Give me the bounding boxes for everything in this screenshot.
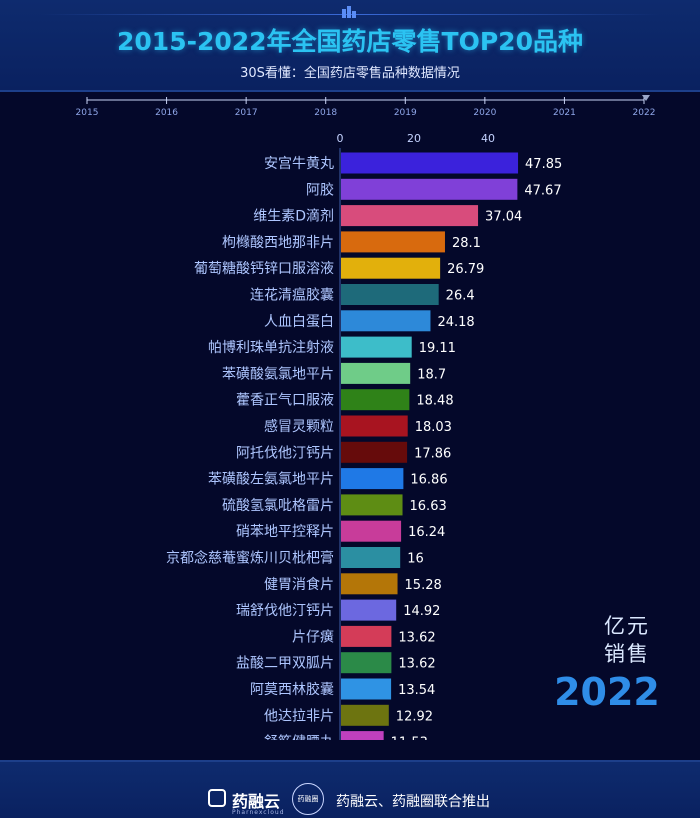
category-label: 枸橼酸西地那非片 (222, 235, 334, 251)
bar (341, 652, 392, 674)
bar (341, 468, 404, 490)
bar-chart: 0 20 40 安宫牛黄丸 47.85 阿胶 47.67 维生素D滴剂 37.04 枸橼酸西地那非… (166, 132, 562, 740)
bar (341, 389, 410, 411)
bar (341, 178, 518, 200)
value-label: 18.48 (416, 394, 453, 409)
value-label: 47.67 (524, 183, 561, 198)
category-label: 阿托伐他汀钙片 (236, 445, 334, 461)
bar (341, 231, 445, 253)
logo1-en: Pharnexcloud (232, 809, 285, 816)
bar (341, 152, 519, 174)
timeline-year-label[interactable]: 2020 (473, 108, 496, 118)
value-label: 18.7 (417, 367, 446, 382)
bar (341, 625, 392, 647)
category-label: 葡萄糖酸钙锌口服溶液 (194, 261, 334, 277)
value-label: 11.53 (391, 736, 428, 740)
value-label: 16.24 (408, 525, 445, 540)
category-label: 瑞舒伐他汀钙片 (236, 603, 334, 619)
bar (341, 599, 397, 621)
timeline-year-label[interactable]: 2016 (155, 108, 178, 118)
timeline-year-label[interactable]: 2017 (235, 108, 258, 118)
yaorongquan-logo: 药融圈 (292, 783, 324, 815)
value-label: 16.86 (410, 473, 447, 488)
category-label: 舒筋健腰丸 (264, 734, 334, 740)
category-label: 连花清瘟胶囊 (250, 287, 334, 304)
bar (341, 310, 431, 332)
page-title: 2015-2022年全国药店零售TOP20品种 (117, 27, 583, 56)
logo2-text: 药融圈 (297, 795, 319, 803)
page-subtitle: 30S看懂：全国药店零售品种数据情况 (240, 66, 460, 81)
category-label: 盐酸二甲双胍片 (236, 656, 334, 672)
value-label: 18.03 (415, 420, 452, 435)
unit-label: 亿元 销售 (582, 612, 672, 668)
category-label: 片仔癀 (292, 628, 334, 645)
unit-label-line2: 销售 (604, 642, 650, 666)
value-label: 12.92 (396, 709, 433, 724)
bar (341, 494, 403, 516)
value-label: 47.85 (525, 157, 562, 172)
bar (341, 547, 401, 568)
category-label: 苯磺酸左氨氯地平片 (208, 471, 334, 488)
category-label: 京都念慈菴蜜炼川贝枇杷膏 (166, 550, 334, 567)
category-label: 苯磺酸氨氯地平片 (222, 365, 334, 382)
category-label: 阿胶 (306, 181, 334, 198)
timeline-year-label[interactable]: 2022 (633, 108, 656, 118)
footer-credit: 药融云、药融圈联合推出 (336, 794, 490, 810)
timeline-year-label[interactable]: 2021 (553, 108, 576, 118)
value-label: 13.62 (398, 657, 435, 672)
value-label: 28.1 (452, 236, 481, 251)
value-label: 14.92 (403, 604, 440, 619)
bar (341, 284, 439, 305)
value-label: 37.04 (485, 210, 522, 225)
bar (341, 731, 384, 740)
x-tick-label: 0 (337, 132, 344, 145)
pharnexcloud-logo-icon (208, 789, 226, 807)
value-label: 26.79 (447, 262, 484, 277)
unit-label-line1: 亿元 (604, 614, 650, 638)
category-label: 人血白蛋白 (264, 314, 334, 330)
value-label: 16 (407, 552, 424, 567)
bar (341, 362, 411, 384)
category-label: 阿莫西林胶囊 (250, 681, 334, 698)
category-label: 安宫牛黄丸 (264, 155, 334, 172)
timeline-handle[interactable] (642, 95, 650, 101)
bar (341, 704, 389, 726)
value-label: 19.11 (419, 341, 456, 356)
timeline-year-label[interactable]: 2015 (76, 108, 99, 118)
x-tick-label: 40 (481, 132, 495, 145)
header: 2015-2022年全国药店零售TOP20品种 30S看懂：全国药店零售品种数据… (0, 0, 700, 92)
category-label: 健胃消食片 (264, 576, 334, 593)
bar (341, 573, 398, 595)
current-year-label: 2022 (554, 670, 660, 714)
category-label: 他达拉非片 (264, 708, 334, 724)
value-label: 16.63 (410, 499, 447, 514)
bar (341, 257, 441, 279)
logo1-name: 药融云 (232, 792, 281, 811)
category-label: 帕博利珠单抗注射液 (208, 339, 334, 356)
timeline-year-label[interactable]: 2019 (394, 108, 417, 118)
footer: 药融云 Pharnexcloud 药融圈 药融云、药融圈联合推出 (0, 760, 700, 818)
value-label: 17.86 (414, 446, 451, 461)
bar (341, 520, 402, 542)
bar (341, 415, 408, 437)
timeline-year-label[interactable]: 2018 (314, 108, 337, 118)
value-label: 15.28 (405, 578, 442, 593)
value-label: 13.62 (398, 630, 435, 645)
bar (341, 441, 408, 463)
category-label: 感冒灵颗粒 (264, 418, 334, 435)
x-tick-label: 20 (407, 132, 421, 145)
bar (341, 336, 412, 358)
value-label: 26.4 (446, 289, 475, 304)
building-icon (342, 6, 356, 18)
category-label: 藿香正气口服液 (236, 393, 334, 409)
category-label: 维生素D滴剂 (253, 208, 334, 225)
value-label: 24.18 (437, 315, 474, 330)
bar (341, 205, 479, 227)
value-label: 13.54 (398, 683, 435, 698)
bar (341, 678, 392, 700)
year-timeline[interactable]: 2015 2016 2017 2018 2019 2020 2021 2022 (0, 92, 700, 128)
category-label: 硫酸氢氯吡格雷片 (222, 498, 334, 514)
category-label: 硝苯地平控释片 (236, 523, 334, 540)
